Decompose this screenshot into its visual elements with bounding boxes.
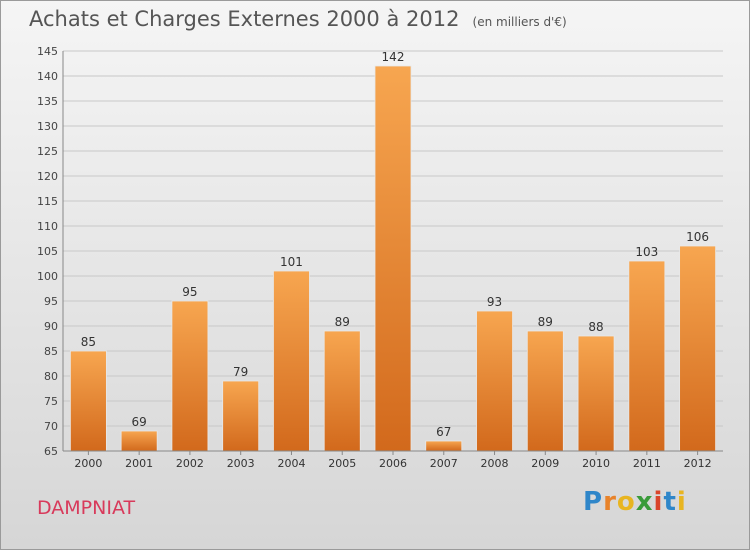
bar: [69, 350, 107, 452]
data-label: 95: [182, 285, 197, 299]
y-tick-label: 120: [37, 170, 58, 183]
location-name: DAMPNIAT: [37, 497, 136, 519]
y-tick-label: 70: [44, 420, 58, 433]
bar: [323, 330, 361, 452]
x-tick-label: 2007: [430, 457, 458, 470]
chart-subtitle: (en milliers d'€): [472, 15, 567, 29]
bar: [476, 310, 513, 452]
logo-letter: x: [635, 487, 654, 517]
data-label: 79: [233, 365, 248, 379]
y-tick-label: 130: [37, 120, 58, 133]
y-tick-label: 105: [37, 245, 58, 258]
x-tick-label: 2011: [633, 457, 661, 470]
x-tick-label: 2001: [125, 457, 153, 470]
bar: [577, 335, 615, 452]
y-tick-label: 115: [37, 195, 58, 208]
x-tick-label: 2010: [582, 457, 610, 470]
x-tick-label: 2002: [176, 457, 204, 470]
x-tick-label: 2012: [684, 457, 712, 470]
data-label: 85: [81, 335, 96, 349]
bar: [425, 440, 463, 452]
bar: [273, 270, 310, 452]
bar: [526, 330, 564, 452]
chart-header: Achats et Charges Externes 2000 à 2012 (…: [29, 7, 567, 31]
y-tick-label: 75: [44, 395, 58, 408]
x-tick-label: 2008: [481, 457, 509, 470]
data-label: 67: [436, 425, 451, 439]
data-label: 89: [335, 315, 350, 329]
bars: [69, 65, 717, 452]
logo-letter: P: [583, 487, 604, 517]
y-tick-label: 135: [37, 95, 58, 108]
y-tick-label: 85: [44, 345, 58, 358]
data-label: 93: [487, 295, 502, 309]
data-label: 106: [686, 230, 709, 244]
y-tick-label: 145: [37, 45, 58, 58]
bar: [679, 245, 717, 452]
chart-title: Achats et Charges Externes 2000 à 2012: [29, 7, 460, 31]
proxiti-logo: Proxiti: [583, 487, 687, 517]
y-tick-label: 65: [44, 445, 58, 458]
logo-letter: o: [616, 487, 636, 517]
data-label: 103: [635, 245, 658, 259]
bar: [222, 380, 260, 452]
bar: [120, 430, 158, 452]
y-tick-label: 95: [44, 295, 58, 308]
y-tick-label: 110: [37, 220, 58, 233]
bar: [171, 300, 209, 452]
y-tick-label: 140: [37, 70, 58, 83]
data-label: 88: [588, 320, 603, 334]
x-tick-label: 2005: [328, 457, 356, 470]
logo-letter: i: [653, 487, 664, 517]
y-tick-label: 90: [44, 320, 58, 333]
y-tick-label: 100: [37, 270, 58, 283]
data-label: 142: [382, 50, 405, 64]
x-tick-label: 2006: [379, 457, 407, 470]
y-tick-label: 80: [44, 370, 58, 383]
axes: 65 70 75 80 85 90 95 100 105 110 115 120 125 130 135 14…: [37, 45, 723, 470]
bar: [374, 65, 412, 452]
data-label: 101: [280, 255, 303, 269]
x-tick-label: 2000: [74, 457, 102, 470]
bar: [628, 260, 666, 452]
x-tick-label: 2003: [227, 457, 255, 470]
logo-letter: t: [663, 487, 677, 517]
data-label: 69: [132, 415, 147, 429]
logo-letter: r: [603, 487, 617, 517]
x-tick-label: 2004: [277, 457, 305, 470]
x-tick-label: 2009: [531, 457, 559, 470]
data-label: 89: [538, 315, 553, 329]
y-tick-label: 125: [37, 145, 58, 158]
logo-letter: i: [676, 487, 687, 517]
